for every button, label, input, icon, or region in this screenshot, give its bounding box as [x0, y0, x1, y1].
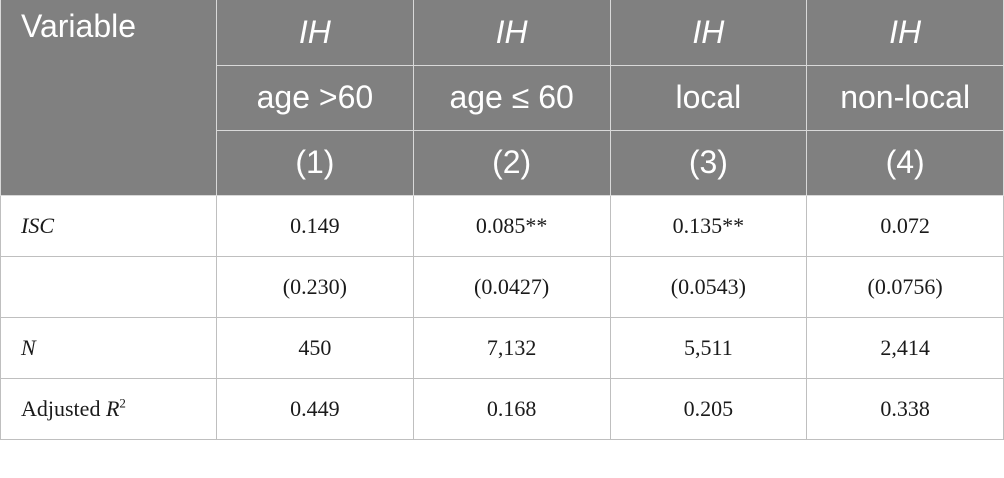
table-cell: 0.135** — [609, 194, 808, 257]
group-header: non-local — [806, 64, 1004, 131]
table-cell: 7,132 — [412, 316, 611, 379]
header-row-groups: age >60 age ≤ 60 local non-local — [1, 64, 1004, 131]
row-label-isc: ISC — [0, 194, 217, 257]
table-header: Variable IH IH IH IH age >60 age ≤ 60 lo… — [0, 0, 1004, 196]
superscript-2: 2 — [119, 395, 126, 411]
table-body: ISC 0.149 0.085** 0.135** 0.072 (0.230) … — [0, 194, 1004, 440]
row-label-adjusted-r2: Adjusted R2 — [0, 377, 217, 440]
table-cell: 0.072 — [806, 194, 1004, 257]
variable-header: Variable — [0, 0, 217, 196]
column-number: (1) — [216, 129, 414, 196]
table-cell: 0.205 — [609, 377, 808, 440]
table-cell: 0.149 — [216, 194, 414, 257]
dependent-var-header: IH — [216, 0, 414, 66]
table-cell: (0.0543) — [609, 255, 808, 318]
regression-table: Variable IH IH IH IH age >60 age ≤ 60 lo… — [0, 0, 1004, 440]
dependent-var-header: IH — [609, 0, 808, 66]
table-cell: (0.230) — [216, 255, 414, 318]
group-header: local — [609, 64, 808, 131]
table-row: N 450 7,132 5,511 2,414 — [0, 316, 1004, 379]
header-row-numbers: (1) (2) (3) (4) — [1, 129, 1004, 196]
dependent-var-header: IH — [412, 0, 611, 66]
group-header: age ≤ 60 — [412, 64, 611, 131]
table-cell: (0.0756) — [806, 255, 1004, 318]
table-cell: 2,414 — [806, 316, 1004, 379]
row-label-empty — [0, 255, 217, 318]
table-cell: 450 — [216, 316, 414, 379]
table-cell: 0.085** — [412, 194, 611, 257]
row-label-n: N — [0, 316, 217, 379]
table-cell: 0.168 — [412, 377, 611, 440]
header-row-dependent: Variable IH IH IH IH — [0, 0, 1004, 196]
table-row: (0.230) (0.0427) (0.0543) (0.0756) — [0, 255, 1004, 318]
table-row: Adjusted R2 0.449 0.168 0.205 0.338 — [0, 377, 1004, 440]
adjusted-r-text: Adjusted R — [21, 395, 120, 421]
column-number: (3) — [609, 129, 808, 196]
table-row: ISC 0.149 0.085** 0.135** 0.072 — [0, 194, 1004, 257]
table-cell: (0.0427) — [412, 255, 611, 318]
dependent-var-header: IH — [806, 0, 1004, 66]
table-cell: 0.449 — [216, 377, 414, 440]
group-header: age >60 — [216, 64, 414, 131]
column-number: (4) — [806, 129, 1004, 196]
table-cell: 5,511 — [609, 316, 808, 379]
table-cell: 0.338 — [806, 377, 1004, 440]
column-number: (2) — [412, 129, 611, 196]
